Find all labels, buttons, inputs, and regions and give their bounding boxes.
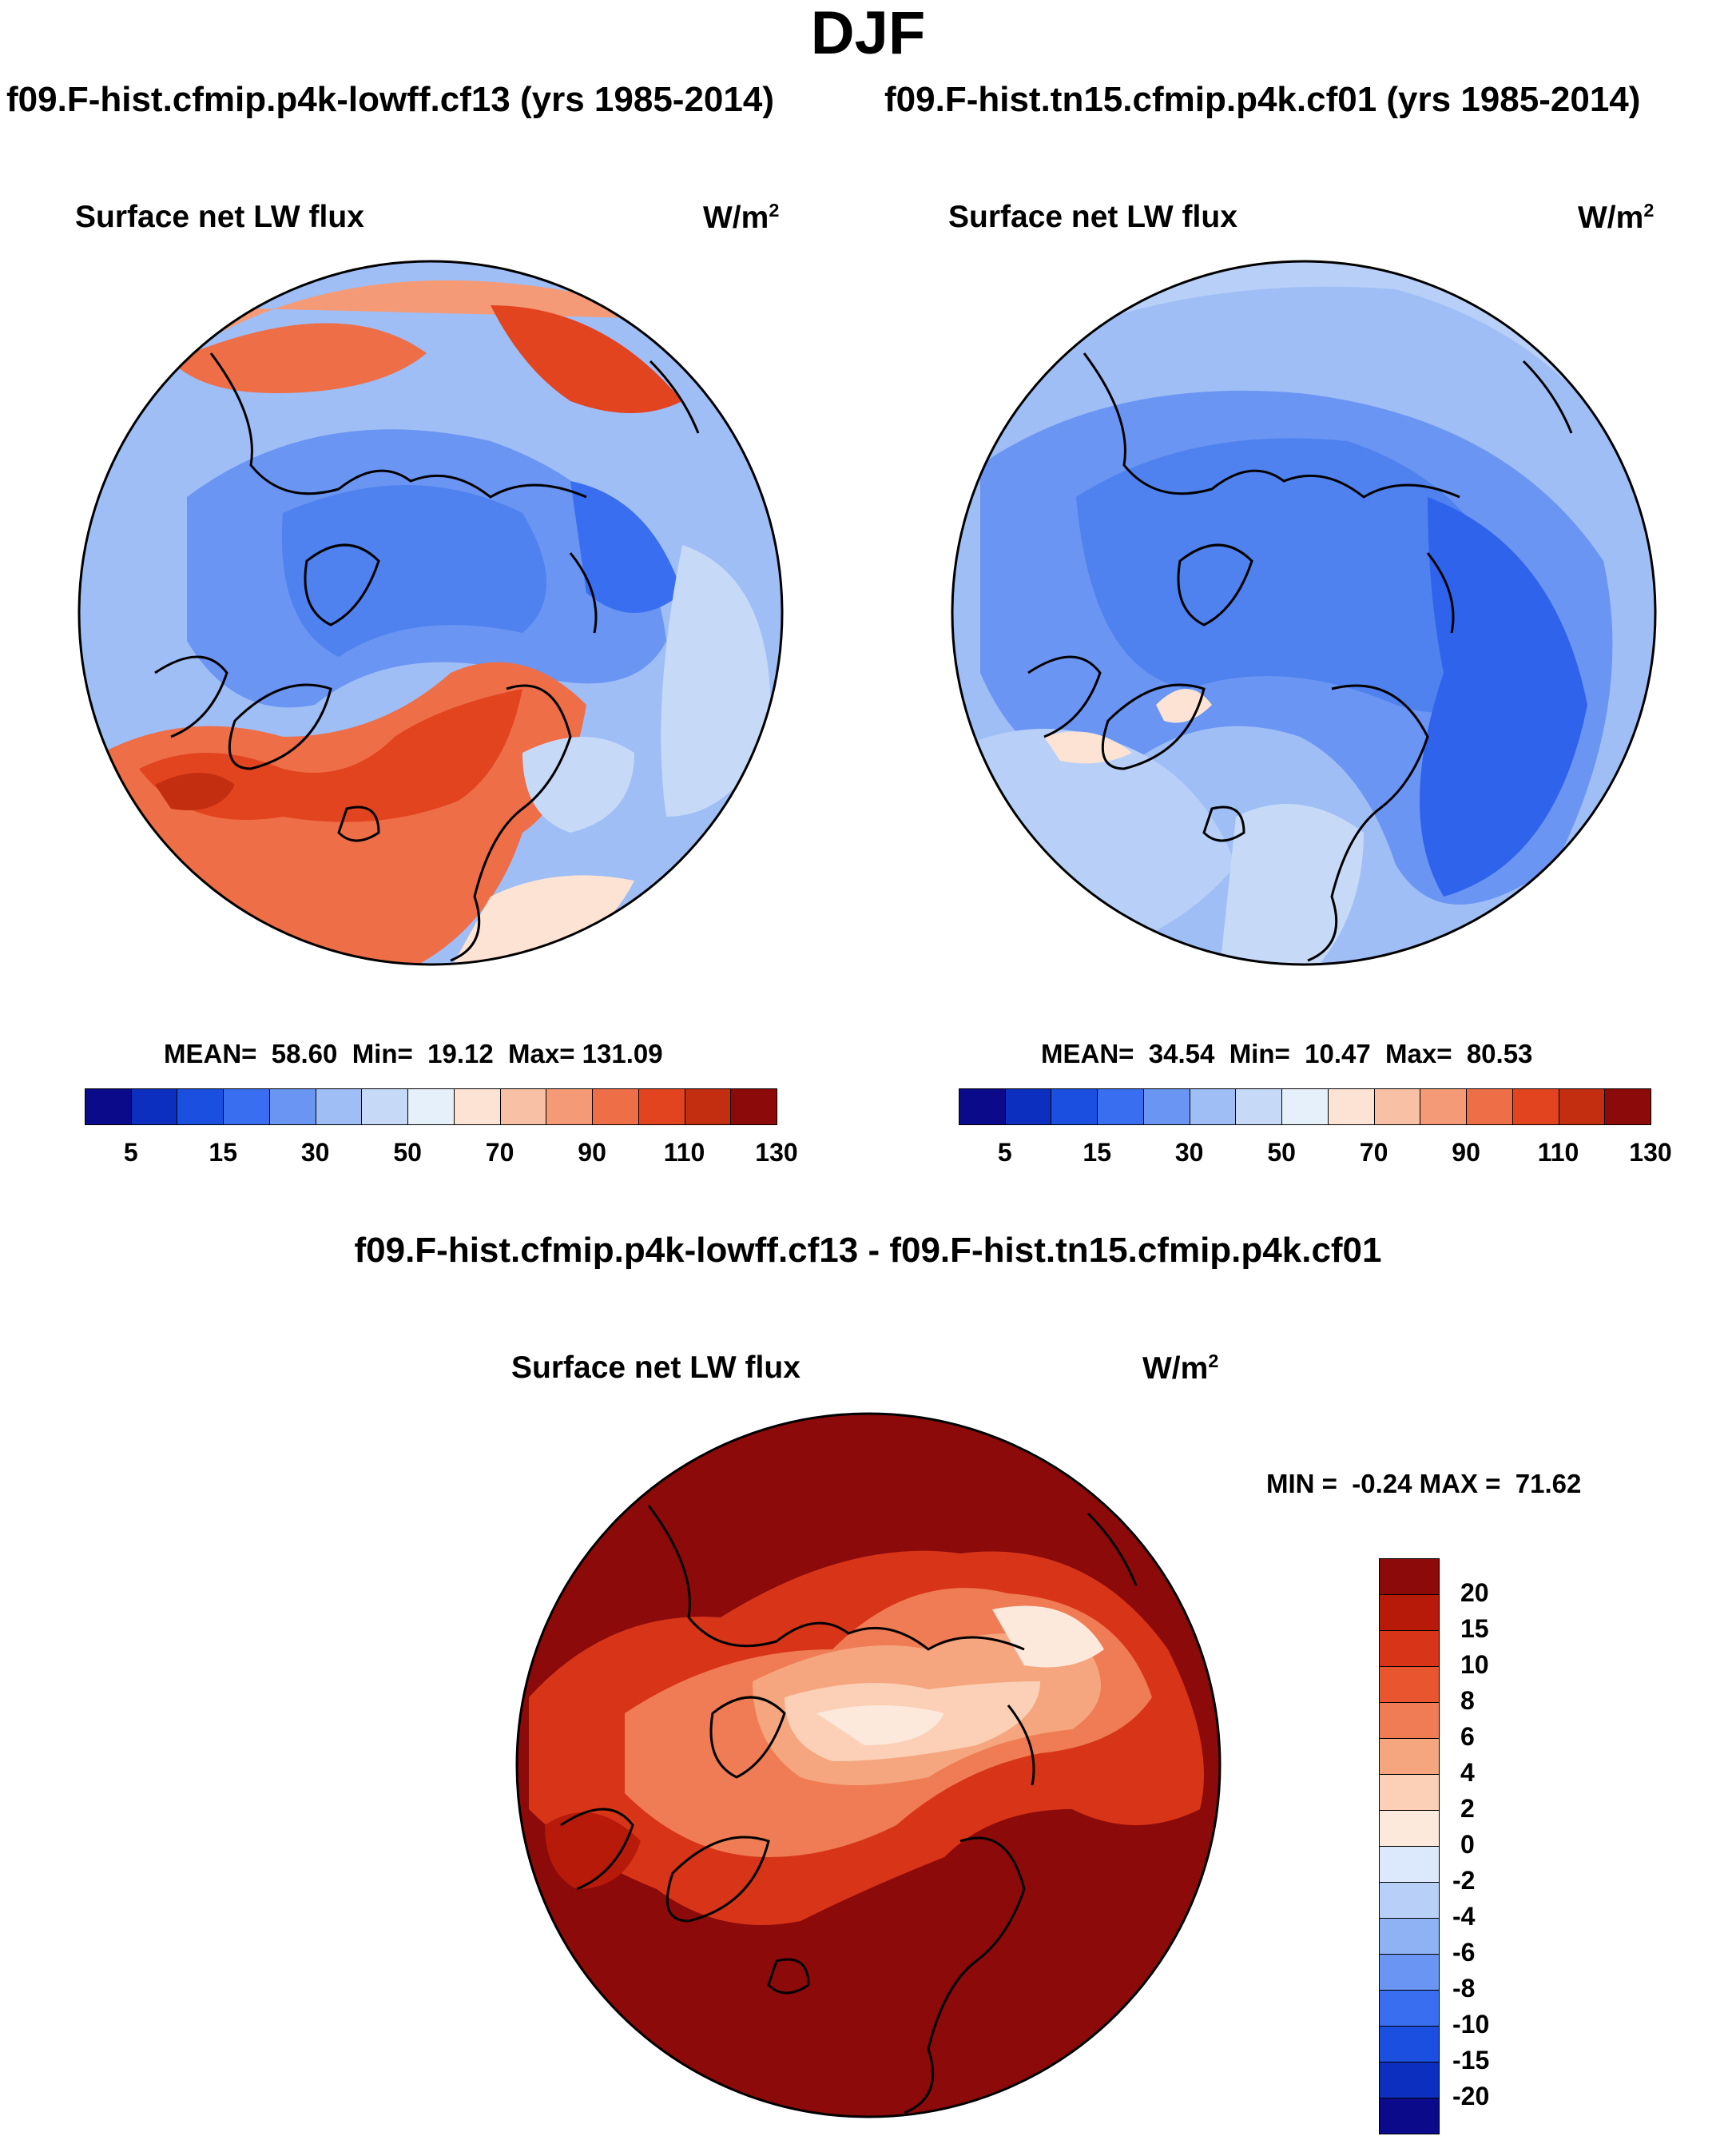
colorbar-tick-label: -15 (1452, 2046, 1490, 2074)
colorbar-tick-label: 0 (1460, 1830, 1475, 1859)
colorbar-cell (268, 1088, 316, 1125)
colorbar-tick-label: 130 (755, 1138, 798, 1167)
colorbar-cell (1379, 1594, 1440, 1631)
diff-colorbar-ticks: 20 15 10 8 6 4 2 0 -2 -4 -6 -8 -10 -15 -20 (1452, 1558, 1532, 2134)
diff-variable-label: Surface net LW flux (511, 1350, 800, 1385)
colorbar-tick-label: 30 (1174, 1138, 1204, 1167)
colorbar-tick-label: 110 (663, 1138, 705, 1167)
colorbar-tick-label: 6 (1460, 1722, 1475, 1751)
colorbar-tick-label: 90 (578, 1138, 606, 1167)
diff-units-label: W/m2 (1142, 1350, 1219, 1386)
colorbar-cell (1327, 1088, 1375, 1125)
right-units-label: W/m2 (1578, 200, 1655, 235)
colorbar-tick-label: 70 (1359, 1138, 1388, 1167)
colorbar-cell (1379, 1774, 1440, 1811)
colorbar-cell (1097, 1088, 1144, 1125)
colorbar-tick-label: 2 (1460, 1794, 1475, 1823)
colorbar-cell (453, 1088, 501, 1125)
colorbar-tick-label: 10 (1460, 1650, 1489, 1679)
colorbar-cell (315, 1088, 363, 1125)
colorbar-cell (223, 1088, 270, 1125)
colorbar-cell (638, 1088, 685, 1125)
right-colorbar-ticks: 5 15 30 50 70 90 110 130 (959, 1138, 1672, 1170)
colorbar-tick-label: 15 (209, 1138, 237, 1167)
colorbar-cell (1379, 1810, 1440, 1847)
colorbar-tick-label: 110 (1537, 1138, 1579, 1167)
colorbar-cell (1189, 1088, 1237, 1125)
left-polar-map (77, 260, 784, 966)
diff-colorbar (1379, 1558, 1440, 2134)
colorbar-cell (407, 1088, 455, 1125)
right-case-title: f09.F-hist.tn15.cfmip.p4k.cf01 (yrs 1985… (884, 80, 1641, 119)
colorbar-cell (1379, 1630, 1440, 1667)
colorbar-tick-label: -2 (1452, 1866, 1476, 1895)
colorbar-cell (1379, 1918, 1440, 1955)
right-variable-label: Surface net LW flux (948, 200, 1237, 234)
colorbar-cell (1373, 1088, 1421, 1125)
left-stats: MEAN= 58.60 Min= 19.12 Max= 131.09 (164, 1039, 663, 1068)
left-colorbar (85, 1088, 777, 1125)
figure-title: DJF (810, 0, 926, 67)
colorbar-cell (1558, 1088, 1606, 1125)
left-case-title: f09.F-hist.cfmip.p4k-lowff.cf13 (yrs 198… (6, 80, 774, 119)
colorbar-tick-label: 5 (997, 1138, 1012, 1167)
colorbar-cell (1379, 1738, 1440, 1775)
diff-polar-map (515, 1412, 1222, 2118)
colorbar-cell (1420, 1088, 1468, 1125)
colorbar-tick-label: -4 (1452, 1902, 1476, 1931)
colorbar-tick-label: 70 (485, 1138, 514, 1167)
colorbar-tick-label: -10 (1452, 2010, 1490, 2039)
left-colorbar-ticks: 5 15 30 50 70 90 110 130 (85, 1138, 798, 1170)
colorbar-cell (177, 1088, 224, 1125)
colorbar-cell (1379, 2026, 1440, 2062)
colorbar-tick-label: -6 (1452, 1938, 1476, 1967)
colorbar-cell (1379, 1846, 1440, 1883)
colorbar-tick-label: 15 (1083, 1138, 1111, 1167)
colorbar-cell (684, 1088, 732, 1125)
colorbar-cell (730, 1088, 777, 1125)
colorbar-cell (546, 1088, 594, 1125)
colorbar-cell (1379, 1702, 1440, 1739)
colorbar-tick-label: 90 (1452, 1138, 1480, 1167)
colorbar-cell (592, 1088, 639, 1125)
right-stats: MEAN= 34.54 Min= 10.47 Max= 80.53 (1041, 1039, 1533, 1068)
colorbar-cell (1379, 2098, 1440, 2134)
colorbar-cell (361, 1088, 409, 1125)
colorbar-cell (1004, 1088, 1052, 1125)
colorbar-cell (1379, 1990, 1440, 2027)
colorbar-tick-label: 5 (123, 1138, 138, 1167)
colorbar-cell (1379, 2062, 1440, 2098)
left-variable-label: Surface net LW flux (75, 200, 364, 234)
colorbar-cell (1604, 1088, 1651, 1125)
colorbar-cell (1379, 1882, 1440, 1919)
colorbar-cell (1379, 1558, 1440, 1595)
colorbar-cell (1235, 1088, 1283, 1125)
left-units-label: W/m2 (703, 200, 780, 235)
colorbar-cell (1142, 1088, 1190, 1125)
colorbar-cell (1466, 1088, 1513, 1125)
colorbar-tick-label: -8 (1452, 1974, 1476, 2003)
diff-stats: MIN = -0.24 MAX = 71.62 (1266, 1469, 1582, 1498)
colorbar-cell (499, 1088, 547, 1125)
colorbar-tick-label: 20 (1460, 1578, 1489, 1607)
colorbar-tick-label: 15 (1460, 1614, 1489, 1643)
colorbar-cell (1379, 1954, 1440, 1991)
colorbar-tick-label: 50 (1267, 1138, 1296, 1167)
colorbar-cell (1281, 1088, 1329, 1125)
colorbar-tick-label: 4 (1460, 1758, 1475, 1787)
colorbar-tick-label: 130 (1629, 1138, 1672, 1167)
colorbar-cell (1512, 1088, 1559, 1125)
colorbar-tick-label: 8 (1460, 1686, 1475, 1715)
colorbar-cell (959, 1088, 1006, 1125)
right-polar-map (951, 260, 1657, 966)
colorbar-tick-label: 30 (300, 1138, 330, 1167)
right-colorbar (959, 1088, 1651, 1125)
colorbar-cell (1051, 1088, 1098, 1125)
colorbar-cell (1379, 1666, 1440, 1703)
diff-case-title: f09.F-hist.cfmip.p4k-lowff.cf13 - f09.F-… (354, 1231, 1382, 1270)
colorbar-cell (85, 1088, 132, 1125)
colorbar-tick-label: 50 (393, 1138, 422, 1167)
colorbar-tick-label: -20 (1452, 2082, 1490, 2110)
colorbar-cell (130, 1088, 178, 1125)
